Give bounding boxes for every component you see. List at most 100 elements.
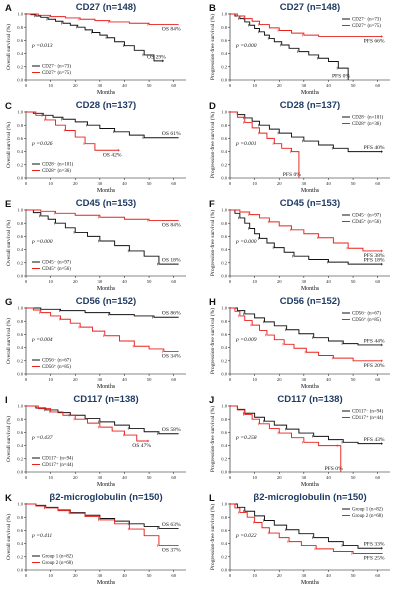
y-tick-label: 0.4 bbox=[17, 247, 23, 252]
x-tick-label: 40 bbox=[326, 279, 331, 284]
x-tick-label: 30 bbox=[98, 573, 103, 578]
panel-f: F CD45 (n=153) 0.0 0.2 0.4 0.6 0.8 1.0 0 10 20 30 40… bbox=[209, 198, 390, 292]
y-tick-label: 0.6 bbox=[221, 136, 227, 141]
x-tick-label: 50 bbox=[351, 475, 356, 480]
x-tick-label: 50 bbox=[351, 573, 356, 578]
curve-end-label: OS 29% bbox=[147, 54, 166, 60]
y-tick-label: 0.8 bbox=[221, 417, 227, 422]
x-tick-label: 50 bbox=[351, 279, 356, 284]
y-axis-label: Overall survival (%) bbox=[5, 122, 12, 168]
y-tick-label: 1.0 bbox=[221, 306, 227, 311]
x-tick-label: 50 bbox=[351, 181, 356, 186]
y-tick-label: 0.0 bbox=[17, 78, 23, 83]
curve-end-label: OS 86% bbox=[162, 311, 181, 317]
x-tick-label: 10 bbox=[252, 181, 257, 186]
panel-title: β2-microglobulin (n=150) bbox=[49, 492, 162, 503]
p-value: p =0.001 bbox=[235, 141, 257, 147]
x-tick-label: 20 bbox=[277, 377, 282, 382]
curve-end-label: PFS 38% bbox=[364, 253, 385, 259]
survival-curve-group1 bbox=[26, 307, 179, 318]
panel-title: β2-microglobulin (n=150) bbox=[253, 492, 366, 503]
x-tick-label: 10 bbox=[252, 573, 257, 578]
curve-end-label: PFS 0% bbox=[332, 74, 351, 80]
legend-label: CD117⁺ (n=44) bbox=[352, 415, 383, 421]
curve-end-label: OS 63% bbox=[162, 522, 181, 528]
x-tick-label: 0 bbox=[25, 573, 28, 578]
y-tick-label: 0.4 bbox=[221, 443, 227, 448]
y-tick-label: 1.0 bbox=[221, 208, 227, 213]
x-tick-label: 30 bbox=[98, 475, 103, 480]
x-tick-label: 0 bbox=[229, 83, 232, 88]
y-tick-label: 1.0 bbox=[17, 208, 23, 213]
p-value: p =0.411 bbox=[31, 533, 52, 539]
panel-i: I CD117 (n=138) 0.0 0.2 0.4 0.6 0.8 1.0 0 10 20 30 4… bbox=[5, 394, 186, 488]
panel-d: D CD28 (n=137) 0.0 0.2 0.4 0.6 0.8 1.0 0 10 20 30 40… bbox=[209, 100, 390, 194]
panel-letter: D bbox=[209, 101, 216, 112]
x-tick-label: 10 bbox=[48, 181, 53, 186]
legend-label: CD117⁺ (n=44) bbox=[42, 462, 73, 468]
y-tick-label: 0.8 bbox=[221, 515, 227, 520]
y-tick-label: 0.6 bbox=[221, 38, 227, 43]
curve-end-label: PFS 20% bbox=[364, 363, 385, 369]
legend-label: CD45⁻ (n=97) bbox=[352, 214, 381, 219]
panel-title: CD45 (n=153) bbox=[76, 198, 136, 209]
survival-curve-group2 bbox=[230, 405, 342, 472]
x-tick-label: 40 bbox=[122, 181, 127, 186]
x-tick-label: 30 bbox=[302, 181, 307, 186]
x-tick-label: 40 bbox=[326, 573, 331, 578]
y-tick-label: 0.8 bbox=[221, 123, 227, 128]
x-tick-label: 10 bbox=[48, 83, 53, 88]
y-tick-label: 1.0 bbox=[221, 12, 227, 17]
y-tick-label: 1.0 bbox=[17, 12, 23, 17]
y-tick-label: 0.8 bbox=[17, 417, 23, 422]
curve-end-label: OS 47% bbox=[132, 443, 151, 449]
survival-curve-group2 bbox=[230, 209, 383, 252]
y-axis-label: Progression-free survival (%) bbox=[209, 14, 216, 80]
legend-label: CD117⁻ (n=94) bbox=[352, 410, 383, 415]
y-axis-label: Progression-free survival (%) bbox=[209, 406, 216, 472]
y-tick-label: 0.8 bbox=[221, 25, 227, 30]
y-tick-label: 0.4 bbox=[17, 51, 23, 56]
x-tick-label: 40 bbox=[122, 279, 127, 284]
x-tick-label: 50 bbox=[147, 83, 152, 88]
survival-curve-group2 bbox=[230, 307, 383, 362]
y-tick-label: 0.4 bbox=[221, 149, 227, 154]
x-tick-label: 60 bbox=[375, 573, 380, 578]
y-tick-label: 1.0 bbox=[221, 502, 227, 507]
survival-curve-group1 bbox=[230, 209, 383, 265]
x-tick-label: 60 bbox=[171, 279, 176, 284]
x-tick-label: 30 bbox=[302, 377, 307, 382]
p-value: p =0.013 bbox=[31, 43, 53, 49]
x-tick-label: 40 bbox=[326, 83, 331, 88]
y-tick-label: 1.0 bbox=[17, 306, 23, 311]
x-tick-label: 10 bbox=[48, 573, 53, 578]
x-tick-label: 60 bbox=[375, 83, 380, 88]
legend-label: CD45⁺ (n=56) bbox=[42, 266, 71, 272]
panel-title: CD27 (n=148) bbox=[280, 2, 340, 13]
y-tick-label: 0.0 bbox=[17, 568, 23, 573]
curve-end-label: PFS 43% bbox=[364, 437, 385, 443]
curve-end-label: PFS 0% bbox=[325, 466, 344, 472]
x-tick-label: 60 bbox=[171, 83, 176, 88]
y-axis-label: Overall survival (%) bbox=[5, 318, 12, 364]
y-tick-label: 0.6 bbox=[17, 38, 23, 43]
x-tick-label: 0 bbox=[25, 279, 28, 284]
legend-label: CD56⁻ (n=67) bbox=[42, 359, 71, 364]
x-axis-label: Months bbox=[97, 286, 116, 292]
panel-letter: I bbox=[5, 395, 8, 406]
panel-h: H CD56 (n=152) 0.0 0.2 0.4 0.6 0.8 1.0 0 10 20 30 40… bbox=[209, 296, 390, 390]
panel-title: CD28 (n=137) bbox=[76, 100, 136, 111]
y-tick-label: 0.4 bbox=[17, 345, 23, 350]
curve-end-label: PFS 66% bbox=[364, 38, 385, 44]
legend-label: CD56⁺ (n=85) bbox=[352, 317, 381, 323]
y-tick-label: 0.6 bbox=[221, 430, 227, 435]
legend-label: Group 1 (n=82) bbox=[352, 508, 383, 513]
x-tick-label: 40 bbox=[122, 83, 127, 88]
y-axis-label: Overall survival (%) bbox=[5, 24, 12, 70]
x-tick-label: 0 bbox=[229, 475, 232, 480]
x-tick-label: 10 bbox=[252, 279, 257, 284]
x-tick-label: 60 bbox=[171, 475, 176, 480]
survival-curve-group1 bbox=[26, 209, 179, 265]
x-tick-label: 0 bbox=[229, 279, 232, 284]
survival-curve-group2 bbox=[230, 503, 383, 554]
